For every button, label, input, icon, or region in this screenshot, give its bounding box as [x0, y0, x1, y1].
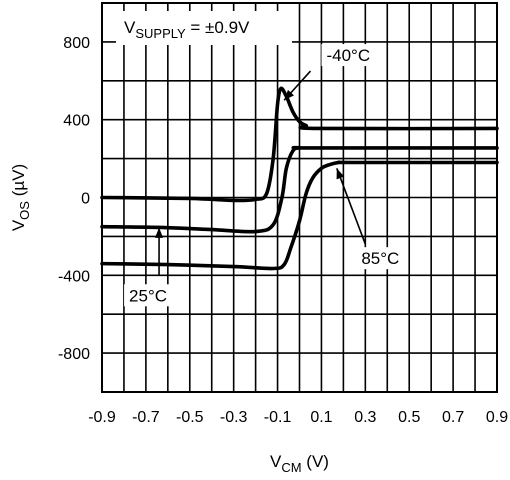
- y-tick-label: 0: [81, 191, 90, 208]
- x-tick-label: -0.9: [88, 409, 116, 426]
- series-line: [100, 160, 499, 271]
- x-tick-label: -0.7: [132, 409, 160, 426]
- x-tick-label: 0.5: [398, 409, 420, 426]
- supply-label: VSUPPLY = ±0.9V: [124, 18, 250, 41]
- y-tick-label: -400: [58, 268, 90, 285]
- callout-label-bg: [321, 44, 379, 67]
- callout-label-bg: [356, 247, 405, 270]
- callout-label: 25°C: [129, 286, 167, 305]
- x-tick-label: 0.1: [310, 409, 332, 426]
- x-axis-label: VCM (V): [270, 452, 329, 475]
- callout-arrowhead: [284, 89, 295, 101]
- supply-annotation: VSUPPLY = ±0.9V: [116, 11, 292, 45]
- callout-arrowhead: [336, 168, 345, 180]
- callouts-group: -40°C 85°C 25°C: [124, 44, 405, 307]
- series-line: [100, 86, 499, 203]
- y-tick-label: 400: [63, 113, 90, 130]
- x-tick-label: 0.7: [442, 409, 464, 426]
- x-tick-label: -0.1: [264, 409, 292, 426]
- y-axis-label: VOS (µV): [9, 164, 32, 231]
- series-group: [100, 86, 499, 271]
- x-tick-label: -0.3: [220, 409, 248, 426]
- y-tick-label: 800: [63, 35, 90, 52]
- x-tick-label: 0.9: [486, 409, 508, 426]
- callout-label: -40°C: [326, 46, 370, 65]
- x-tick-label: 0.3: [354, 409, 376, 426]
- callout-arrow-line: [336, 168, 367, 245]
- tick-labels: -0.9 -0.7 -0.5 -0.3 -0.1 0.1 0.3 0.5 0.7 0.9 -800 -…: [58, 35, 508, 426]
- series-line: [100, 145, 499, 234]
- y-tick-label: -800: [58, 346, 90, 363]
- callout-arrowhead: [154, 227, 164, 238]
- callout-label: 85°C: [361, 249, 399, 268]
- grid: [102, 3, 497, 392]
- x-tick-label: -0.5: [176, 409, 204, 426]
- callout-label-bg: [124, 284, 173, 307]
